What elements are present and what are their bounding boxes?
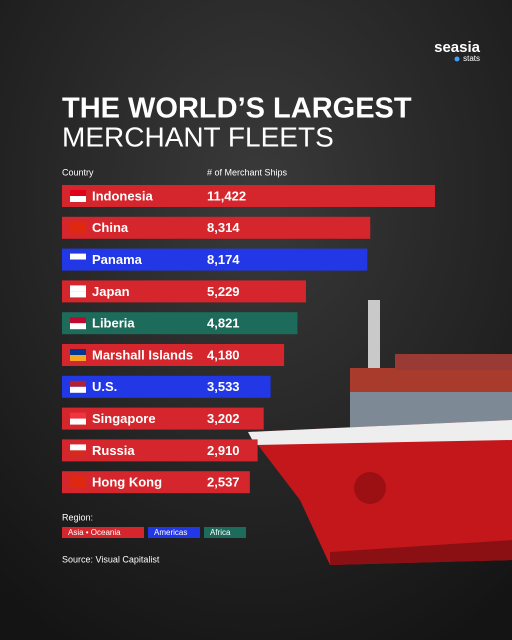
value-label: 8,174 [207, 252, 240, 267]
value-label: 3,533 [207, 379, 240, 394]
flag-bottom [70, 450, 86, 457]
bar [62, 407, 264, 430]
brand-dot [454, 56, 460, 62]
flag-top [70, 412, 86, 419]
flag-bottom [70, 227, 86, 234]
value-label: 11,422 [207, 188, 246, 203]
flag-bottom [70, 323, 86, 330]
ship [248, 300, 512, 565]
legend-swatch [148, 527, 200, 538]
value-label: 2,537 [207, 475, 240, 490]
legend-label: Americas [154, 528, 187, 537]
country-label: Marshall Islands [92, 347, 193, 362]
bar [62, 439, 258, 462]
flag-top [70, 253, 86, 260]
value-label: 3,202 [207, 411, 240, 426]
value-label: 4,821 [207, 316, 240, 331]
value-label: 8,314 [207, 220, 240, 235]
legend-label: Asia • Oceania [68, 528, 121, 537]
brand-name: seasia [434, 39, 481, 56]
flag-top [70, 444, 86, 451]
flag-top [70, 285, 86, 292]
value-label: 5,229 [207, 284, 240, 299]
title-line: MERCHANT FLEETS [62, 121, 334, 152]
country-label: Liberia [92, 316, 135, 331]
flag-bottom [70, 482, 86, 489]
value-label: 2,910 [207, 443, 240, 458]
bar [62, 375, 271, 398]
legend-title: Region: [62, 512, 93, 522]
flag-bottom [70, 355, 86, 361]
brand-sub: stats [463, 54, 480, 63]
country-label: China [92, 220, 129, 235]
bar [62, 312, 298, 335]
flag-bottom [70, 291, 86, 298]
country-label: Singapore [92, 411, 156, 426]
flag-bottom [70, 259, 86, 266]
flag-bottom [70, 196, 86, 202]
legend-swatch [62, 527, 144, 538]
bar [62, 344, 285, 366]
bar [62, 280, 306, 303]
country-label: U.S. [92, 379, 117, 394]
bar [62, 185, 435, 207]
flag-top [70, 190, 86, 196]
bar [62, 471, 250, 494]
flag-top [70, 476, 86, 483]
flag-top [70, 317, 86, 324]
column-header: # of Merchant Ships [207, 167, 288, 177]
column-header: Country [62, 167, 94, 177]
value-label: 4,180 [207, 347, 240, 362]
country-label: Indonesia [92, 188, 153, 203]
bar [62, 248, 368, 271]
country-label: Hong Kong [92, 475, 162, 490]
country-label: Panama [92, 252, 143, 267]
bar [62, 216, 371, 239]
legend-label: Africa [210, 528, 231, 537]
title-line: THE WORLD’S LARGEST [62, 93, 412, 125]
flag-top [70, 380, 86, 387]
country-label: Japan [92, 284, 130, 299]
source: Source: Visual Capitalist [62, 554, 160, 564]
flag-top [70, 221, 86, 228]
flag-bottom [70, 418, 86, 425]
flag-top [70, 349, 86, 355]
legend-swatch [204, 527, 246, 538]
country-label: Russia [92, 443, 135, 458]
flag-bottom [70, 386, 86, 393]
